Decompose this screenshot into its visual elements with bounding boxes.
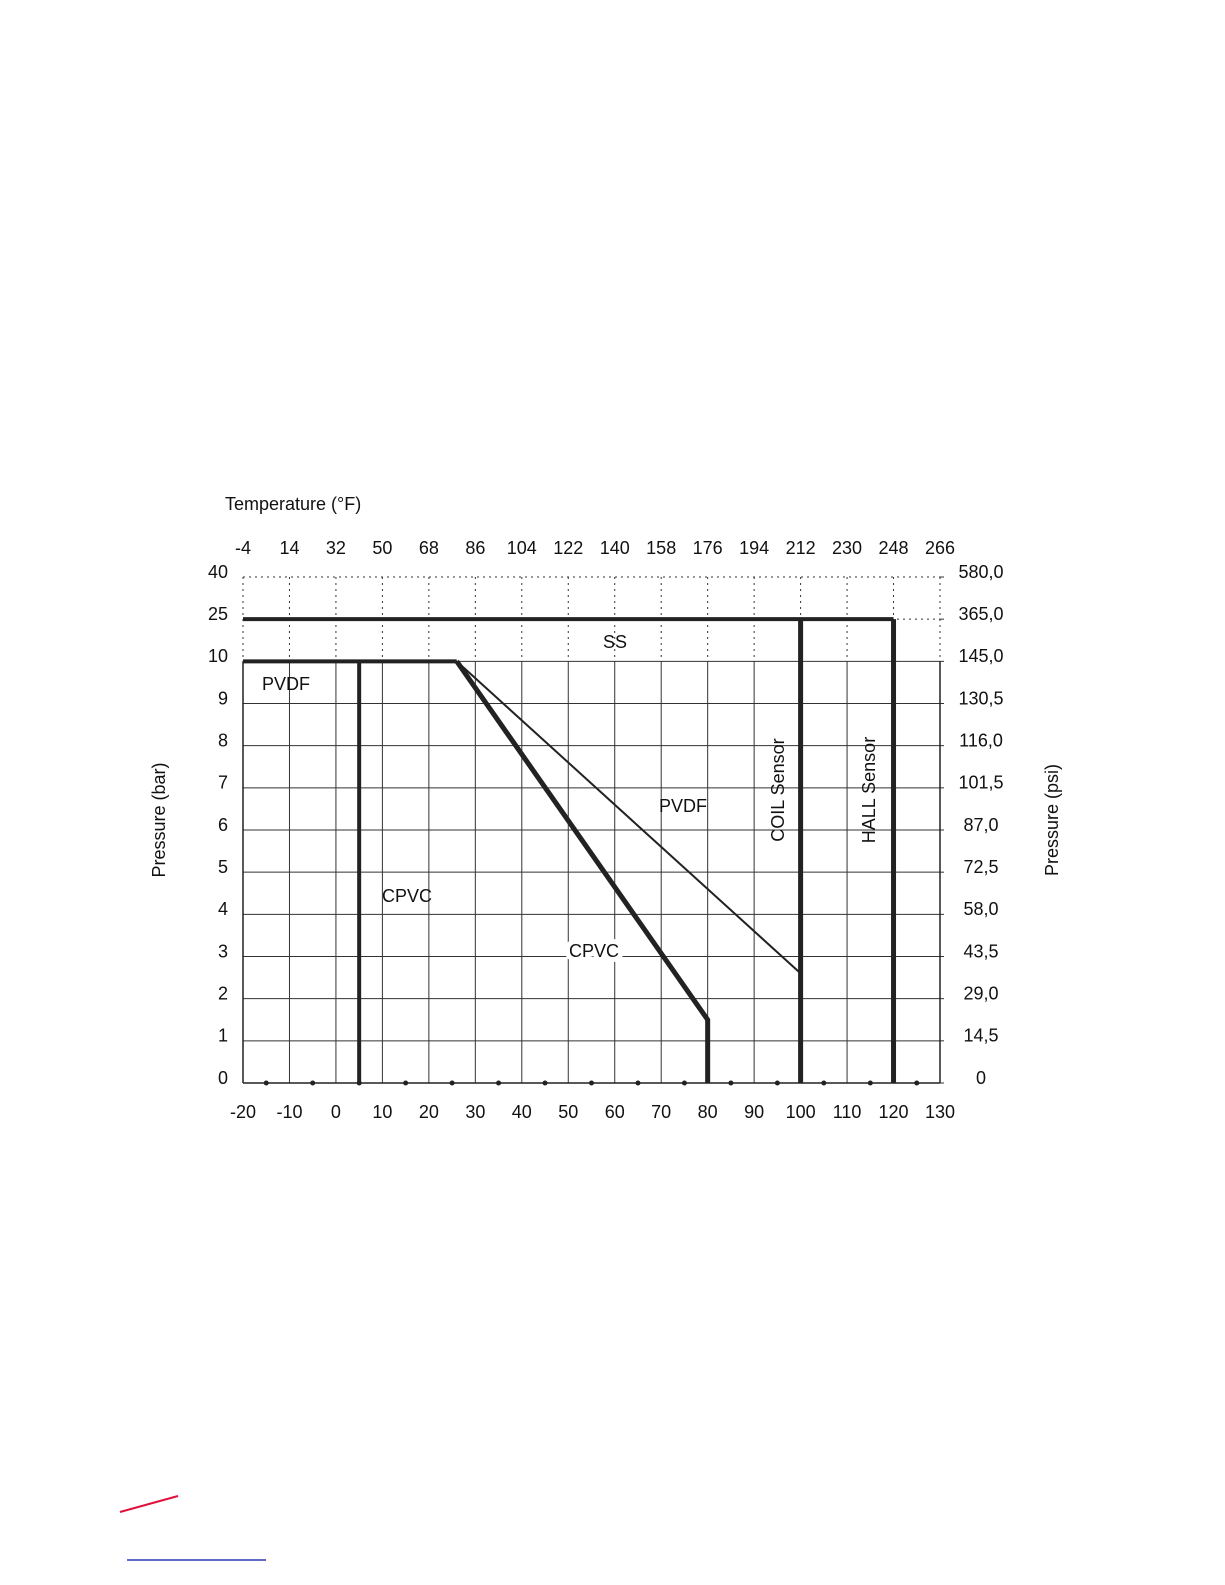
y2-axis-title: Pressure (psi): [1042, 764, 1062, 876]
x-tick-label: -20: [230, 1102, 256, 1122]
x2-tick-label: 86: [465, 538, 485, 558]
y2-tick-label: 145,0: [958, 646, 1003, 666]
x-tick-label: 70: [651, 1102, 671, 1122]
x-tick-label: 50: [558, 1102, 578, 1122]
x-tick-label: 10: [372, 1102, 392, 1122]
x-tick-label: 30: [465, 1102, 485, 1122]
y2-tick-label: 29,0: [963, 983, 998, 1003]
x2-tick-label: 50: [372, 538, 392, 558]
x-tick-label: -10: [276, 1102, 302, 1122]
x2-tick-label: 230: [832, 538, 862, 558]
y2-tick-label: 130,5: [958, 688, 1003, 708]
x2-tick-label: -4: [235, 538, 251, 558]
y2-tick-label: 365,0: [958, 604, 1003, 624]
y2-tick-label: 580,0: [958, 562, 1003, 582]
y-tick-label: 4: [218, 899, 228, 919]
series-label: SS: [603, 632, 627, 652]
grid: [242, 576, 944, 1086]
y-tick-label: 5: [218, 857, 228, 877]
y-tick-label: 7: [218, 773, 228, 793]
lines: [243, 617, 897, 1083]
series-label: CPVC: [382, 886, 432, 906]
series-line: [454, 659, 711, 1083]
y2-tick-label: 14,5: [963, 1026, 998, 1046]
y2-tick-label: 58,0: [963, 899, 998, 919]
series-line: [456, 660, 802, 975]
x-tick-label: 20: [419, 1102, 439, 1122]
series-label: CPVC: [569, 941, 619, 961]
top-axis-title: Temperature (°F): [225, 494, 361, 514]
x2-tick-label: 68: [419, 538, 439, 558]
x-tick-label: 60: [605, 1102, 625, 1122]
y-tick-label: 9: [218, 688, 228, 708]
x2-tick-label: 158: [646, 538, 676, 558]
y2-tick-label: 101,5: [958, 773, 1003, 793]
x2-tick-label: 212: [786, 538, 816, 558]
y2-tick-label: 0: [976, 1068, 986, 1088]
x-tick-label: 100: [786, 1102, 816, 1122]
x2-tick-label: 122: [553, 538, 583, 558]
y-tick-label: 40: [208, 562, 228, 582]
x-tick-label: 0: [331, 1102, 341, 1122]
series-label: COIL Sensor: [768, 738, 788, 841]
y-tick-label: 1: [218, 1026, 228, 1046]
y-tick-label: 6: [218, 815, 228, 835]
x2-tick-label: 194: [739, 538, 769, 558]
x2-tick-label: 248: [879, 538, 909, 558]
series-label: PVDF: [262, 674, 310, 694]
series-label: PVDF: [659, 796, 707, 816]
y-tick-label: 8: [218, 730, 228, 750]
x-tick-label: 120: [879, 1102, 909, 1122]
y-tick-label: 0: [218, 1068, 228, 1088]
x2-tick-label: 266: [925, 538, 955, 558]
x2-tick-label: 32: [326, 538, 346, 558]
y-tick-label: 10: [208, 646, 228, 666]
y2-tick-label: 72,5: [963, 857, 998, 877]
x2-tick-label: 14: [279, 538, 299, 558]
decoration: [119, 1495, 179, 1513]
series-label: HALL Sensor: [859, 737, 879, 843]
x2-tick-label: 104: [507, 538, 537, 558]
x-tick-label: 80: [698, 1102, 718, 1122]
x2-tick-label: 140: [600, 538, 630, 558]
y-tick-label: 3: [218, 941, 228, 961]
x2-tick-label: 176: [693, 538, 723, 558]
y2-tick-label: 87,0: [963, 815, 998, 835]
y-tick-label: 25: [208, 604, 228, 624]
y2-tick-label: 116,0: [959, 730, 1003, 750]
x-tick-label: 90: [744, 1102, 764, 1122]
x-tick-label: 130: [925, 1102, 955, 1122]
y-tick-label: 2: [218, 983, 228, 1003]
x-tick-label: 40: [512, 1102, 532, 1122]
y-axis-title: Pressure (bar): [149, 762, 169, 877]
y2-tick-label: 43,5: [963, 941, 998, 961]
labels: Temperature (°F) Pressure (bar) Pressure…: [149, 494, 1062, 1122]
x-tick-label: 110: [833, 1102, 862, 1122]
